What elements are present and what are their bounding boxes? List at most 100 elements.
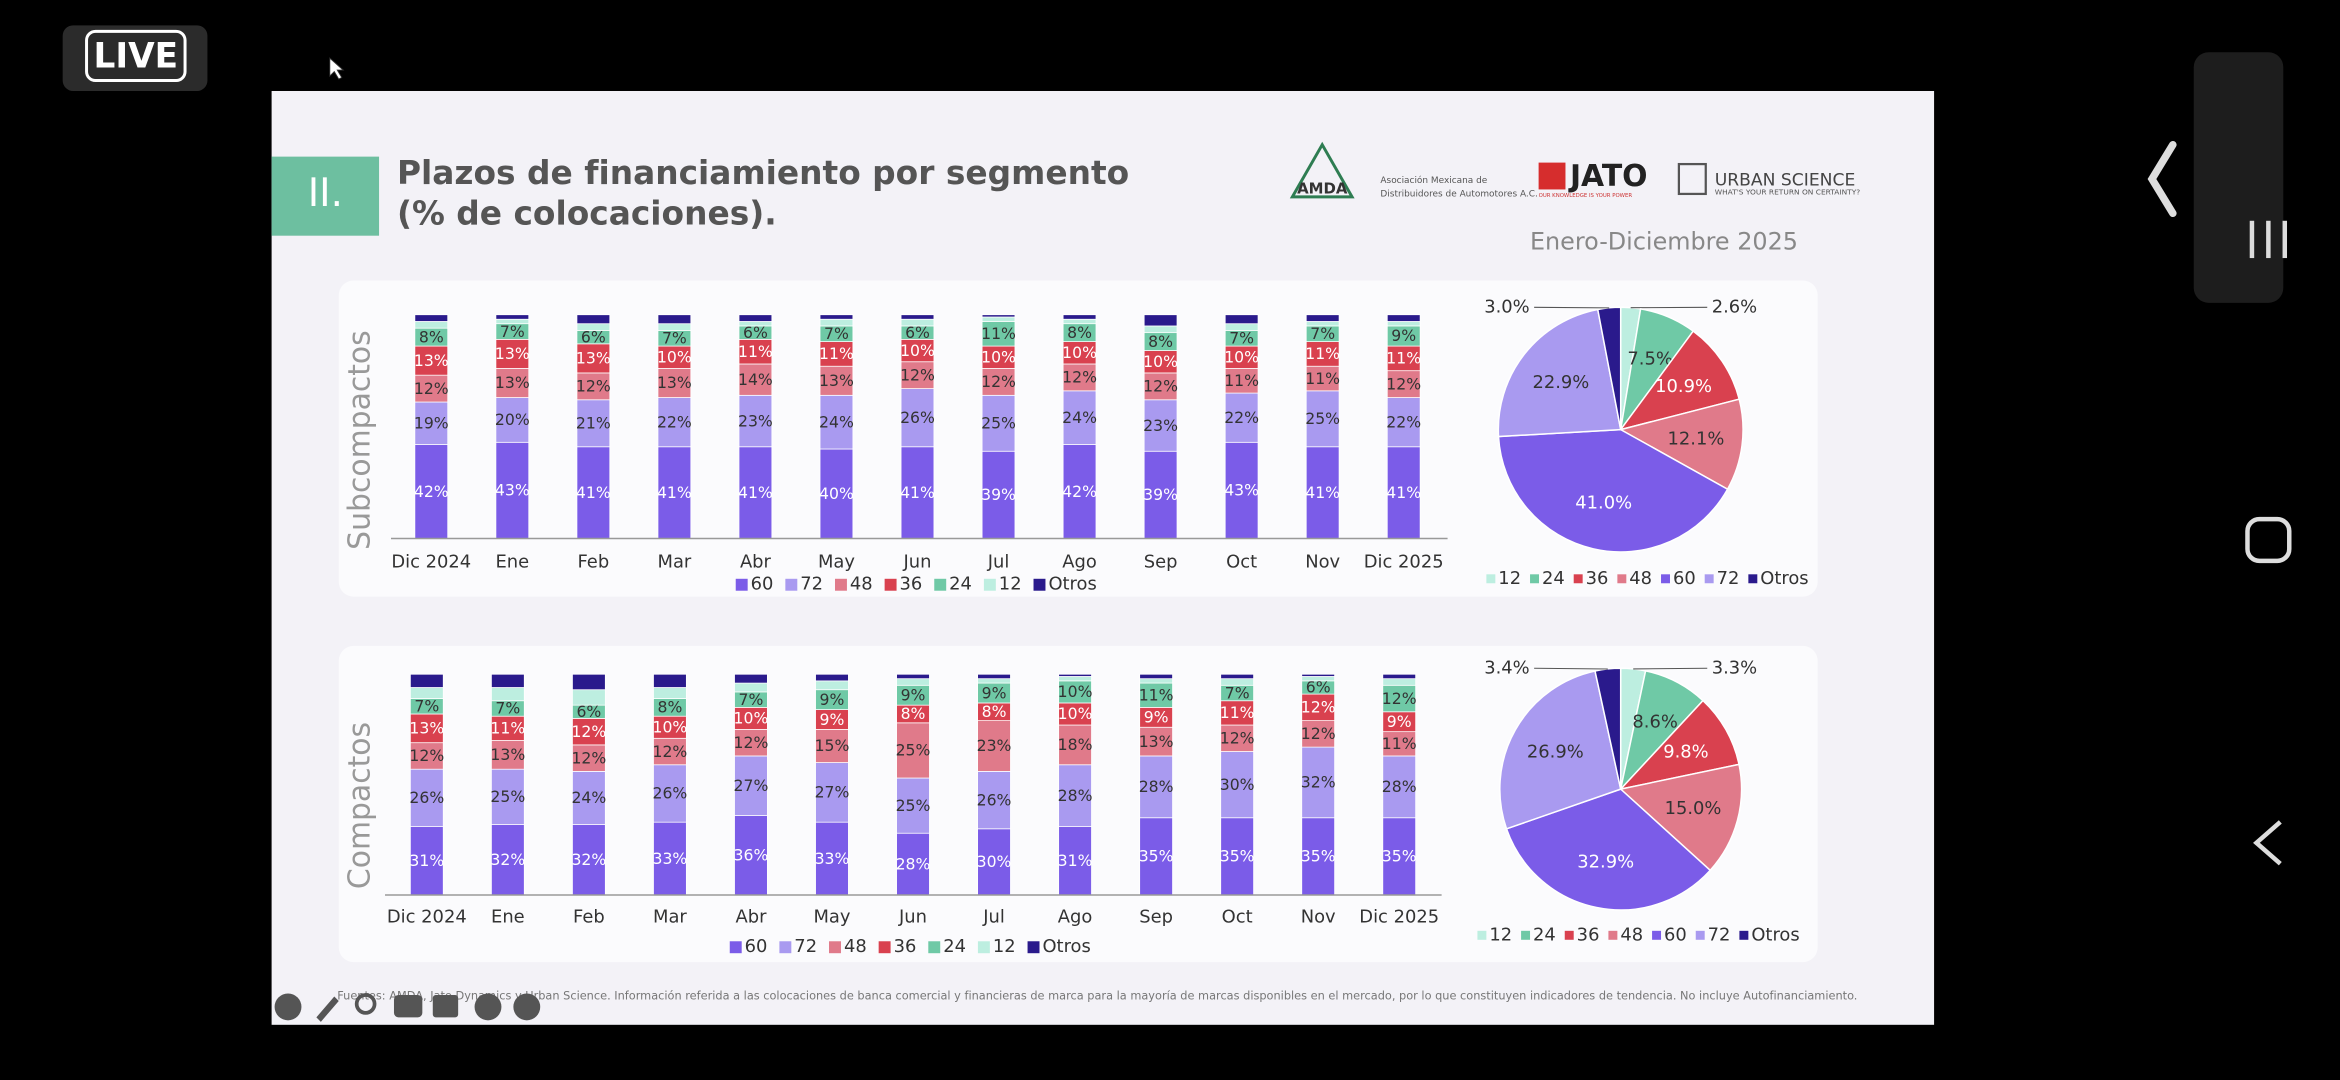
bar-segment — [1386, 321, 1421, 327]
camera-button[interactable] — [432, 994, 459, 1018]
data-label: 13% — [409, 719, 444, 738]
data-label: 11% — [1220, 703, 1255, 722]
data-label: 27% — [815, 783, 850, 802]
x-tick-label: Ago — [1062, 551, 1097, 572]
bar-segment — [576, 372, 611, 401]
back-button[interactable] — [2253, 820, 2282, 866]
data-label: 41.0% — [1575, 493, 1632, 514]
bar-segment — [1382, 731, 1417, 757]
legend-swatch — [1033, 578, 1046, 591]
bar-segment — [1301, 673, 1335, 677]
data-label: 11% — [819, 344, 854, 363]
pen-button[interactable] — [316, 996, 339, 1022]
bar-segment — [1224, 323, 1259, 331]
previous-button[interactable] — [274, 993, 302, 1021]
bar-segment — [572, 689, 606, 706]
x-tick-label: May — [813, 906, 850, 927]
amda-name: Distribuidores de Automotores A.C. — [1380, 189, 1537, 199]
live-badge-frame — [85, 29, 187, 83]
bar-segment — [977, 771, 1011, 830]
data-label: 10% — [1058, 682, 1093, 701]
jato-logo: JATO — [1568, 159, 1648, 194]
bar-segment — [815, 762, 849, 823]
data-label: 35% — [1220, 847, 1255, 866]
data-label: 11% — [1386, 349, 1421, 368]
data-label: 6% — [1306, 678, 1331, 697]
zoom-button[interactable] — [354, 993, 377, 1015]
data-label: 25% — [896, 741, 931, 760]
data-label: 7% — [414, 697, 439, 716]
bar-segment — [815, 729, 849, 763]
bar-segment — [495, 368, 530, 398]
bar-segment — [1139, 673, 1173, 680]
x-tick-label: Abr — [735, 906, 767, 927]
legend-label: 12 — [999, 574, 1022, 595]
bar-segment — [900, 388, 935, 448]
bar-segment — [414, 401, 449, 445]
data-label: 3.3% — [1712, 657, 1757, 678]
home-button[interactable] — [2245, 516, 2292, 564]
bar-segment — [1220, 700, 1254, 726]
recent-apps-button[interactable] — [2249, 220, 2288, 259]
data-label: 43% — [495, 481, 530, 500]
legend-label: 48 — [1629, 568, 1652, 589]
bar-segment — [734, 815, 768, 896]
bar-segment — [734, 755, 768, 816]
data-label: 12.1% — [1668, 428, 1725, 449]
data-label: 22% — [1224, 408, 1259, 427]
side-panel[interactable] — [2193, 52, 2284, 303]
bar-segment — [491, 687, 525, 702]
legend-swatch — [729, 941, 742, 954]
bar-segment — [900, 446, 935, 539]
data-label: 23% — [1143, 416, 1178, 435]
legend-label: 60 — [751, 574, 774, 595]
bar-segment — [734, 682, 768, 693]
bar-segment — [896, 673, 930, 680]
data-label: 14% — [738, 370, 773, 389]
bar-segment — [657, 368, 692, 398]
side-panel-handle[interactable] — [2147, 140, 2177, 218]
data-label: 12% — [900, 365, 935, 384]
data-label: 12% — [1220, 729, 1255, 748]
y-axis-label: Compactos — [343, 722, 378, 889]
data-label: 15.0% — [1665, 798, 1722, 819]
data-label: 8% — [419, 327, 444, 346]
bar-segment — [1301, 676, 1335, 682]
data-label: 12% — [653, 742, 688, 761]
bar-segment — [491, 715, 525, 741]
legend-label: 12 — [1498, 568, 1521, 589]
urban-science-logo: URBAN SCIENCE — [1715, 170, 1856, 190]
more-button[interactable] — [474, 993, 502, 1021]
data-label: 11% — [490, 719, 525, 738]
leader-line — [1633, 667, 1708, 670]
data-label: 39% — [981, 485, 1016, 504]
data-label: 41% — [1386, 483, 1421, 502]
data-label: 7% — [1225, 683, 1250, 702]
live-badge[interactable] — [62, 25, 208, 91]
data-label: 9% — [820, 710, 845, 729]
live-label: LIVE — [93, 37, 178, 77]
bar-segment — [1305, 365, 1340, 392]
leader-line — [1534, 667, 1608, 670]
data-label: 15% — [815, 736, 850, 755]
presentation-toolbar — [274, 993, 541, 1022]
amda-logo — [1289, 141, 1355, 199]
bar-segment — [977, 678, 1011, 684]
bar-segment — [414, 314, 449, 322]
legend-swatch — [1564, 930, 1574, 940]
next-button[interactable] — [513, 993, 541, 1021]
bar-segment — [1382, 673, 1417, 680]
data-label: 8% — [1148, 332, 1173, 351]
bar-segment — [576, 323, 611, 331]
data-label: 11% — [738, 342, 773, 361]
captions-button[interactable] — [393, 994, 423, 1018]
cursor — [329, 57, 345, 80]
bar-segment — [572, 718, 606, 746]
data-label: 10% — [900, 341, 935, 360]
data-label: 28% — [896, 854, 931, 873]
legend-label: 36 — [1586, 568, 1609, 589]
bar-segment — [576, 343, 611, 374]
data-label: 12% — [571, 748, 606, 767]
